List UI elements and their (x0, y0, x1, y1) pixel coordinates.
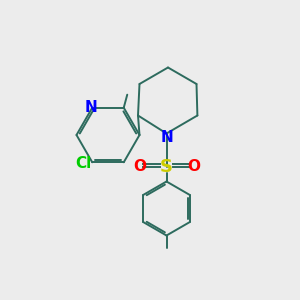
Text: N: N (161, 130, 173, 145)
Text: S: S (160, 158, 173, 175)
Text: O: O (133, 159, 146, 174)
Text: O: O (187, 159, 200, 174)
Text: N: N (84, 100, 97, 115)
Text: Cl: Cl (76, 156, 92, 171)
